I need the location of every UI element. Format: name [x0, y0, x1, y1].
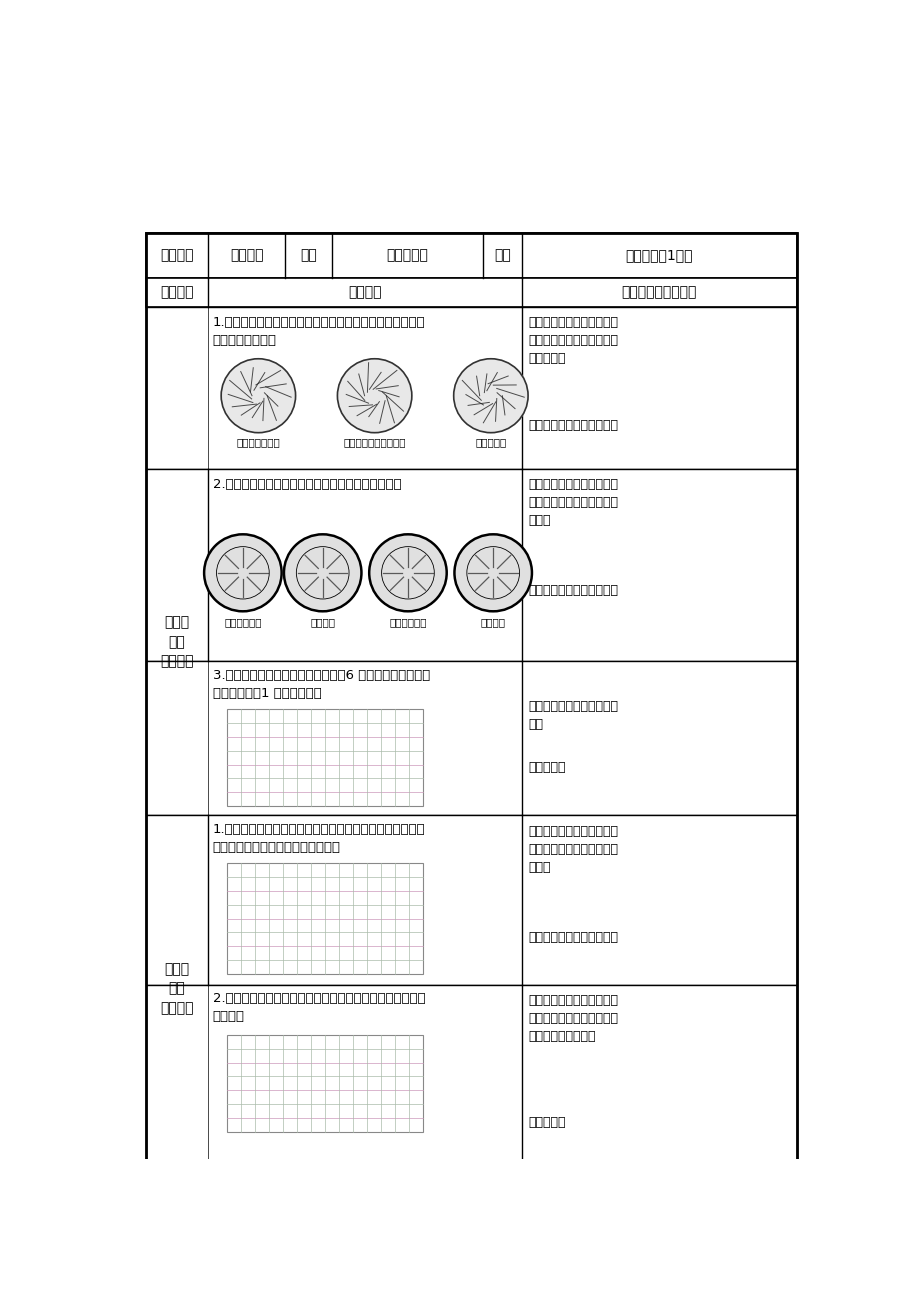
Circle shape [453, 359, 528, 432]
Text: 数学好玩: 数学好玩 [230, 249, 263, 263]
Text: 深圳大学: 深圳大学 [481, 617, 505, 628]
Text: 来源：《知识与能力训练》: 来源：《知识与能力训练》 [528, 931, 618, 944]
Text: 设计意图和题目来源: 设计意图和题目来源 [621, 285, 697, 299]
Text: 节次: 节次 [494, 249, 510, 263]
Text: 课题: 课题 [300, 249, 317, 263]
Bar [146, 233, 796, 277]
Bar [146, 277, 796, 307]
Text: 1.下面是一些活动的徽标，说一说，每个徽标分别有什么特
点和特殊的含义？: 1.下面是一些活动的徽标，说一说，每个徽标分别有什么特 点和特殊的含义？ [212, 316, 425, 348]
Text: 意图：综合运用知识解决问
题。: 意图：综合运用知识解决问 题。 [528, 700, 618, 730]
Bar [227, 863, 422, 974]
Text: 拓展性
作业
（选做）: 拓展性 作业 （选做） [160, 962, 194, 1016]
Text: 3.请你在方格纸上设计出两个面积为6 平方厘米的图案（每
小格面积表示1 平方厘米）。: 3.请你在方格纸上设计出两个面积为6 平方厘米的图案（每 小格面积表示1 平方厘… [212, 669, 429, 700]
Circle shape [284, 534, 361, 612]
Bar [146, 661, 796, 815]
Text: 2.下面是几所大学的校徽，你能从校徽中读出什么？: 2.下面是几所大学的校徽，你能从校徽中读出什么？ [212, 478, 401, 491]
Text: 2.在方格纸上运用平移、旋转或轴对称设计出一个自己喜欢
的图案。: 2.在方格纸上运用平移、旋转或轴对称设计出一个自己喜欢 的图案。 [212, 992, 425, 1023]
Bar [227, 1035, 422, 1131]
Text: 来源：新编: 来源：新编 [528, 762, 565, 775]
Bar [146, 984, 796, 1161]
Text: 来源：《知识与能力训练》: 来源：《知识与能力训练》 [528, 419, 618, 432]
Bar [146, 815, 796, 984]
Text: 数学好玩第1课时: 数学好玩第1课时 [625, 249, 692, 263]
Text: 意图：综合应用所学知识解
决实际问题，发展学生的应
用意识和创新意识。: 意图：综合应用所学知识解 决实际问题，发展学生的应 用意识和创新意识。 [528, 993, 618, 1043]
Text: 广州亚运会: 广州亚运会 [475, 437, 506, 448]
Text: 单元名称: 单元名称 [160, 249, 194, 263]
Text: 深圳世界大学生运动会: 深圳世界大学生运动会 [343, 437, 405, 448]
Circle shape [369, 534, 447, 612]
Text: 北京大学: 北京大学 [310, 617, 335, 628]
Text: 来源：《知识与能力训练》: 来源：《知识与能力训练》 [528, 585, 618, 598]
Circle shape [221, 359, 295, 432]
Text: 意图：发展学生的观察能力
和语言表达能力，培养审美
意识。: 意图：发展学生的观察能力 和语言表达能力，培养审美 意识。 [528, 478, 618, 527]
Text: 意图：发展学生的空间想象
能力，培养创新意识和审美
意识。: 意图：发展学生的空间想象 能力，培养创新意识和审美 意识。 [528, 824, 618, 874]
Text: 意图：体会对称与不对称的
区别，进一步理解轴对称图
形的特点。: 意图：体会对称与不对称的 区别，进一步理解轴对称图 形的特点。 [528, 316, 618, 366]
Text: 青岛园艺博览会: 青岛园艺博览会 [236, 437, 280, 448]
Circle shape [454, 534, 531, 612]
Text: 北京师范大学: 北京师范大学 [389, 617, 426, 628]
Text: 作业类型: 作业类型 [160, 285, 194, 299]
Bar [146, 469, 796, 661]
Text: 来源：新编: 来源：新编 [528, 1116, 565, 1129]
Circle shape [337, 359, 412, 432]
Bar [146, 307, 796, 469]
Text: 中国人民大学: 中国人民大学 [224, 617, 261, 628]
Text: 作业内容: 作业内容 [347, 285, 381, 299]
Bar [227, 710, 422, 806]
Text: 小小设计师: 小小设计师 [386, 249, 428, 263]
Text: 1.学校将举行读书节，请你根据自己学校的特点，设计一个
读书节徽标，并说明此徽标的含义。: 1.学校将举行读书节，请你根据自己学校的特点，设计一个 读书节徽标，并说明此徽标… [212, 823, 425, 854]
Circle shape [204, 534, 281, 612]
Text: 基础性
作业
（必做）: 基础性 作业 （必做） [160, 616, 194, 669]
